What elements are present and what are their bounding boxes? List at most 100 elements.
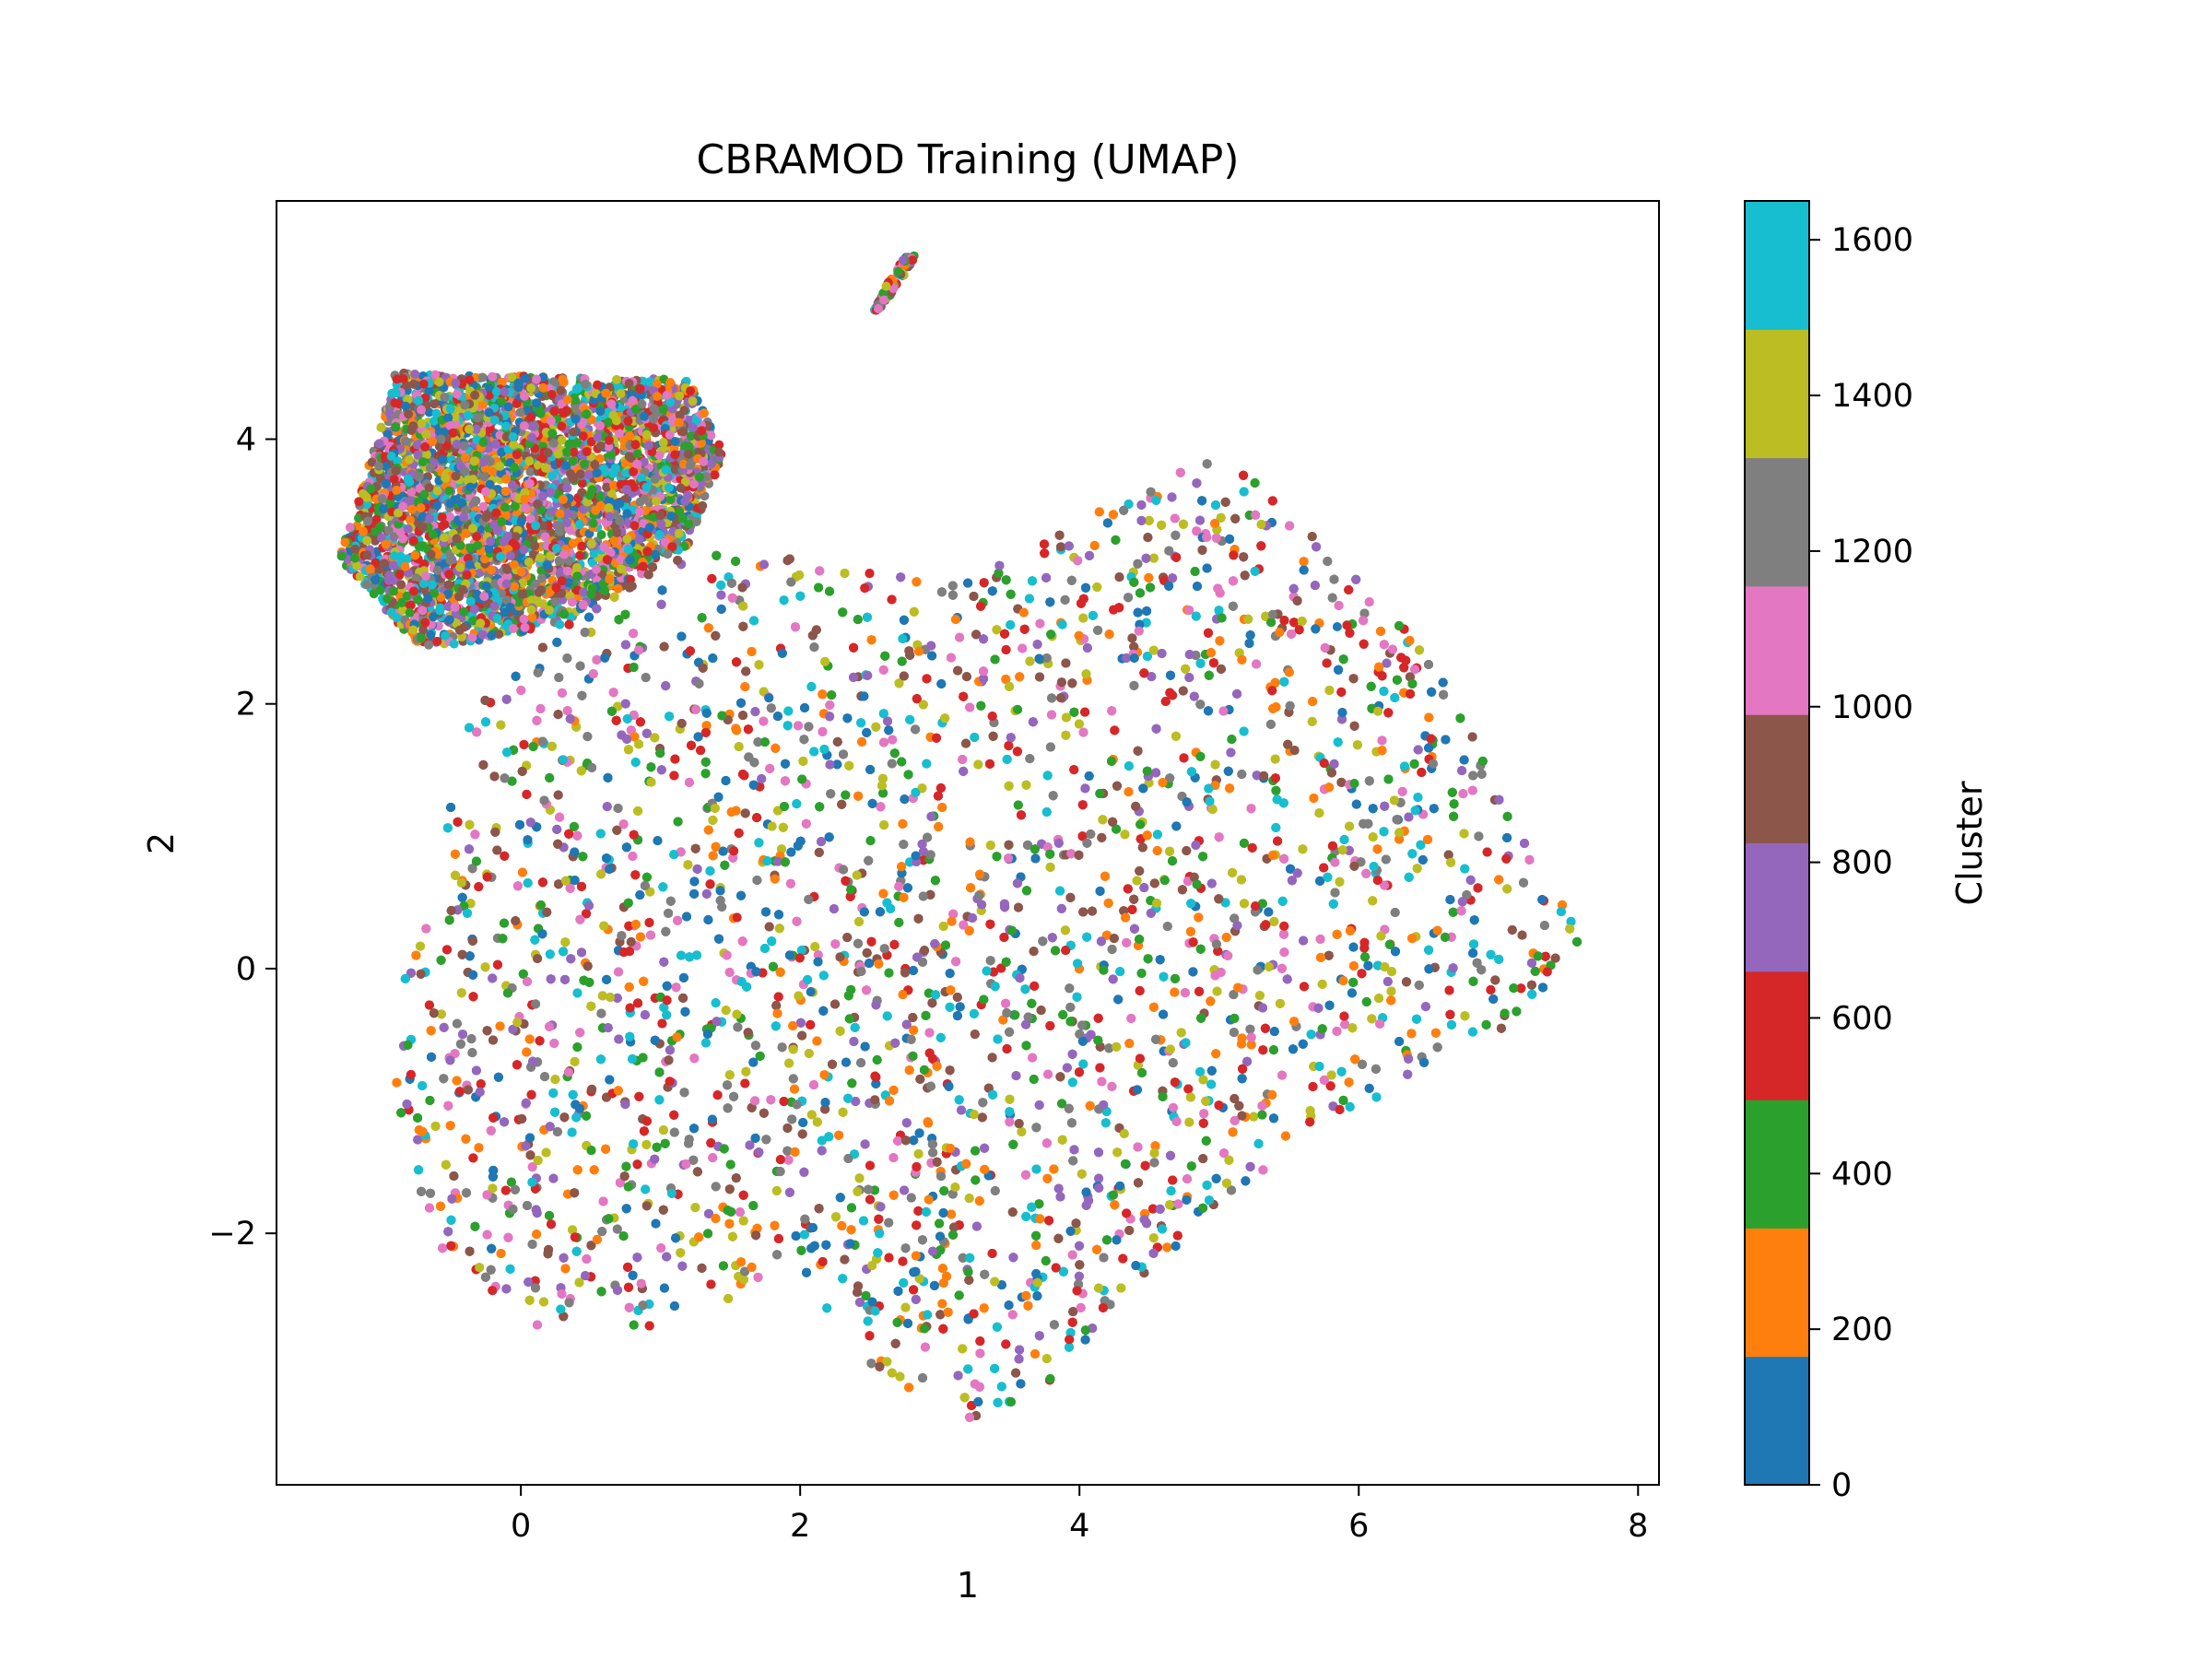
scatter-point — [606, 450, 617, 460]
scatter-point — [414, 395, 423, 406]
scatter-point — [467, 632, 477, 642]
scatter-point — [612, 416, 621, 426]
scatter-point — [635, 383, 645, 394]
scatter-point — [526, 412, 536, 422]
scatter-point — [434, 377, 444, 387]
scatter-point — [526, 383, 536, 394]
scatter-point — [510, 463, 520, 473]
scatter-point — [546, 416, 556, 426]
scatter-point — [462, 570, 472, 580]
scatter-point — [569, 427, 579, 437]
scatter-point — [649, 404, 659, 414]
scatter-point — [666, 512, 677, 521]
scatter-point — [489, 415, 500, 425]
scatter-point — [697, 426, 707, 436]
scatter-point — [489, 601, 500, 611]
scatter-point — [384, 571, 394, 581]
scatter-point — [617, 564, 626, 574]
scatter-point — [465, 424, 474, 434]
scatter-point — [591, 505, 601, 515]
scatter-point — [556, 385, 566, 395]
scatter-point — [444, 486, 454, 496]
scatter-point — [625, 430, 635, 441]
scatter-point — [500, 387, 510, 396]
scatter-point — [531, 521, 541, 531]
scatter-point — [551, 582, 561, 593]
scatter-point — [459, 606, 469, 617]
scatter-point — [615, 516, 625, 526]
scatter-point — [635, 535, 644, 545]
scatter-point — [537, 491, 547, 501]
scatter-point — [580, 459, 589, 469]
scatter-point — [388, 586, 398, 596]
scatter-point — [510, 582, 520, 592]
scatter-point — [387, 388, 397, 398]
scatter-point — [501, 474, 512, 484]
scatter-point — [520, 622, 530, 632]
scatter-point — [658, 404, 668, 414]
scatter-point — [443, 413, 453, 423]
scatter-point — [683, 449, 693, 459]
scatter-point — [517, 589, 527, 599]
scatter-point — [487, 466, 497, 477]
scatter-point — [643, 441, 653, 451]
scatter-point — [452, 440, 462, 449]
scatter-point — [612, 374, 621, 384]
scatter-point — [535, 553, 546, 563]
scatter-point — [468, 524, 477, 534]
scatter-point — [408, 625, 418, 635]
scatter-point — [459, 622, 469, 632]
scatter-point — [572, 571, 582, 582]
scatter-point — [664, 483, 674, 493]
scatter-point — [405, 607, 415, 618]
scatter-point — [379, 504, 389, 514]
scatter-point — [678, 427, 688, 437]
scatter-point — [577, 488, 587, 498]
scatter-point — [582, 409, 592, 419]
scatter-point — [512, 450, 522, 460]
scatter-point — [381, 539, 391, 549]
scatter-point — [428, 437, 438, 447]
scatter-point — [679, 406, 689, 416]
scatter-point — [458, 584, 467, 594]
scatter-point — [375, 585, 385, 595]
scatter-point — [432, 486, 442, 496]
scatter-point — [561, 406, 571, 416]
scatter-point — [490, 440, 500, 450]
scatter-point — [428, 580, 437, 590]
scatter-point — [505, 551, 515, 560]
scatter-point — [561, 447, 571, 457]
scatter-point — [605, 512, 615, 522]
scatter-point — [680, 497, 690, 506]
scatter-point — [686, 386, 696, 396]
scatter-point — [484, 407, 494, 418]
scatter-point — [390, 398, 400, 408]
scatter-point — [500, 487, 511, 497]
scatter-point — [450, 602, 460, 612]
scatter-point — [577, 478, 587, 488]
scatter-point — [471, 496, 481, 506]
scatter-point — [547, 471, 558, 481]
scatter-point — [519, 545, 529, 555]
scatter-point — [613, 583, 623, 594]
scatter-point — [374, 439, 384, 449]
scatter-point — [441, 441, 452, 452]
scatter-point — [601, 388, 611, 398]
scatter-point — [426, 549, 436, 559]
scatter-point — [560, 461, 571, 470]
scatter-point — [547, 429, 558, 439]
scatter-point — [540, 532, 550, 542]
scatter-point — [449, 639, 459, 649]
scatter-point — [445, 499, 455, 509]
scatter-point — [437, 512, 447, 523]
scatter-point — [386, 607, 396, 618]
scatter-point — [465, 596, 476, 606]
scatter-point — [524, 557, 534, 567]
scatter-point — [408, 379, 418, 389]
scatter-point — [386, 452, 396, 461]
scatter-point — [361, 580, 371, 590]
scatter-point — [615, 499, 625, 509]
scatter-point — [408, 421, 418, 431]
scatter-point — [551, 544, 561, 553]
scatter-point — [501, 579, 512, 589]
